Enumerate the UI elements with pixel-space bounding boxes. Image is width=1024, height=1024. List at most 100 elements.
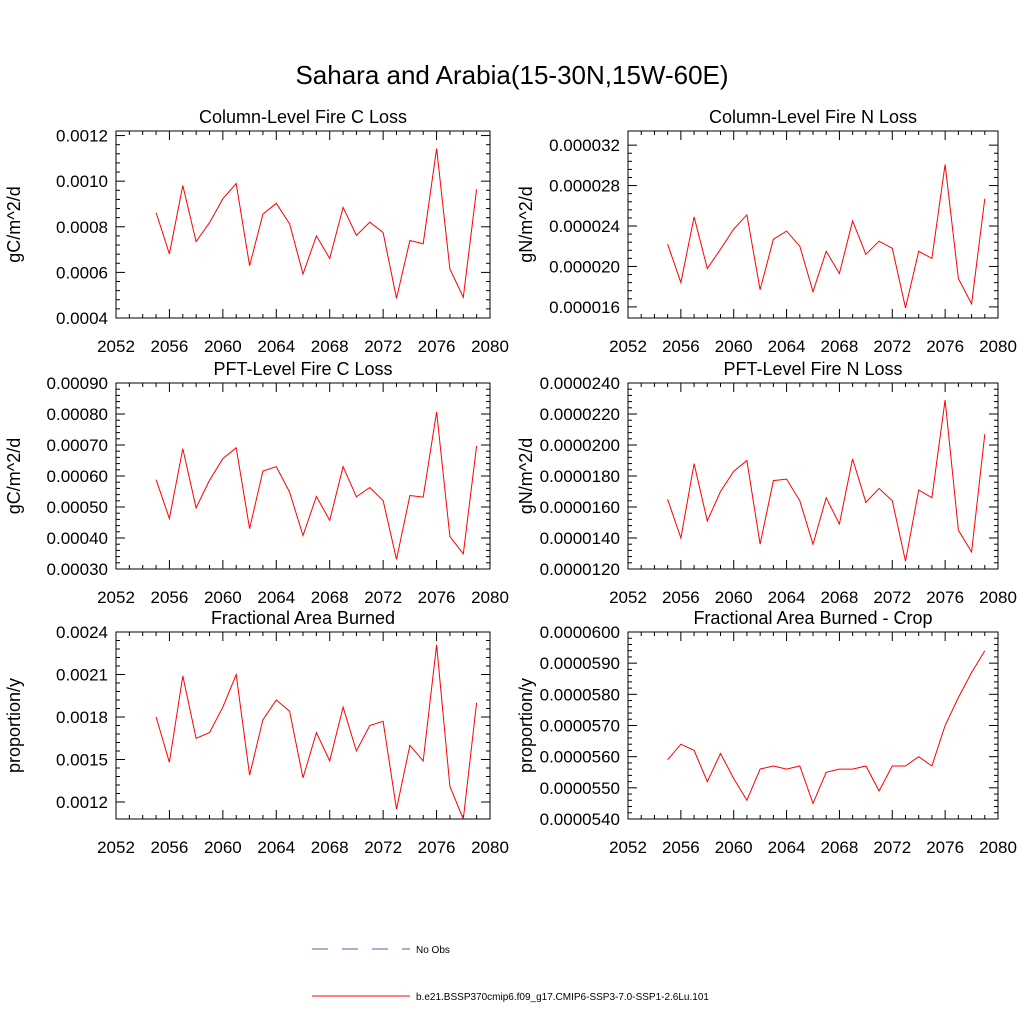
x-tick-label: 2052	[609, 838, 647, 857]
y-tick-label: 0.0000180	[540, 467, 620, 486]
series-line	[155, 148, 478, 299]
series-line	[155, 411, 478, 560]
y-tick-label: 0.0000550	[540, 779, 620, 798]
y-axis-label: proportion/y	[4, 678, 24, 773]
x-tick-label: 2068	[311, 838, 349, 857]
y-tick-label: 0.0000600	[540, 623, 620, 642]
legend: No Obs b.e21.BSSP370cmip6.f09_g17.CMIP6-…	[312, 945, 709, 1003]
y-tick-label: 0.00040	[47, 529, 108, 548]
x-tick-label: 2056	[662, 838, 700, 857]
y-tick-label: 0.0008	[56, 218, 108, 237]
y-axis-label: proportion/y	[516, 678, 536, 773]
x-tick-label: 2060	[204, 337, 242, 356]
y-tick-label: 0.0000560	[540, 748, 620, 767]
x-tick-label: 2076	[926, 588, 964, 607]
y-tick-label: 0.00050	[47, 498, 108, 517]
y-tick-label: 0.0000200	[540, 436, 620, 455]
y-tick-label: 0.0000570	[540, 717, 620, 736]
x-tick-label: 2064	[257, 337, 295, 356]
legend-label-no-obs: No Obs	[416, 945, 450, 956]
panel-6: Fractional Area Burned - Crop proportion/…	[516, 608, 1017, 857]
x-tick-label: 2072	[364, 337, 402, 356]
y-tick-label: 0.000028	[549, 177, 620, 196]
x-tick-label: 2076	[418, 588, 456, 607]
x-tick-label: 2052	[97, 588, 135, 607]
x-tick-label: 2056	[151, 838, 189, 857]
y-tick-label: 0.00030	[47, 560, 108, 579]
series-line	[667, 650, 986, 805]
x-tick-label: 2068	[311, 337, 349, 356]
y-tick-label: 0.00090	[47, 374, 108, 393]
panel-title: Fractional Area Burned	[211, 608, 395, 628]
x-tick-label: 2064	[768, 337, 806, 356]
y-tick-label: 0.0012	[56, 793, 108, 812]
panel-title: PFT-Level Fire C Loss	[213, 359, 392, 379]
y-axis-label: gN/m^2/d	[516, 438, 536, 514]
x-tick-label: 2056	[662, 588, 700, 607]
panel-5: Fractional Area Burned proportion/y 2052 20…	[4, 608, 509, 857]
y-tick-label: 0.0021	[56, 666, 108, 685]
panel-2: Column-Level Fire N Loss gN/m^2/d 2052 2056…	[516, 107, 1017, 356]
x-tick-label: 2080	[979, 337, 1017, 356]
y-tick-label: 0.0000160	[540, 498, 620, 517]
panel-title: Column-Level Fire C Loss	[199, 107, 407, 127]
y-tick-label: 0.00060	[47, 467, 108, 486]
x-tick-label: 2072	[364, 588, 402, 607]
panels: Column-Level Fire C Loss gC/m^2/d 2052 2056…	[4, 107, 1017, 857]
y-tick-label: 0.00070	[47, 436, 108, 455]
y-tick-label: 0.000032	[549, 136, 620, 155]
x-tick-label: 2072	[873, 337, 911, 356]
x-tick-label: 2068	[821, 588, 859, 607]
y-tick-label: 0.0010	[56, 172, 108, 191]
x-tick-label: 2060	[715, 588, 753, 607]
y-axis-label: gN/m^2/d	[516, 186, 536, 262]
y-tick-label: 0.000016	[549, 298, 620, 317]
x-tick-label: 2056	[662, 337, 700, 356]
panel-3: PFT-Level Fire C Loss gC/m^2/d 2052 2056 206…	[4, 359, 509, 607]
figure-title: Sahara and Arabia(15-30N,15W-60E)	[295, 60, 728, 90]
x-tick-label: 2072	[873, 838, 911, 857]
x-tick-label: 2072	[873, 588, 911, 607]
series-line	[667, 164, 986, 309]
x-tick-label: 2064	[768, 838, 806, 857]
x-tick-label: 2080	[979, 588, 1017, 607]
x-tick-label: 2076	[926, 337, 964, 356]
y-axis-label: gC/m^2/d	[4, 438, 24, 514]
x-tick-label: 2060	[204, 838, 242, 857]
series-line	[667, 400, 986, 562]
x-tick-label: 2060	[715, 337, 753, 356]
y-tick-label: 0.0000120	[540, 560, 620, 579]
x-tick-label: 2080	[471, 337, 509, 356]
x-tick-label: 2064	[257, 588, 295, 607]
y-axis-label: gC/m^2/d	[4, 186, 24, 262]
panel-title: PFT-Level Fire N Loss	[723, 359, 902, 379]
series-line	[155, 644, 478, 820]
y-tick-label: 0.0024	[56, 623, 108, 642]
y-tick-label: 0.0000220	[540, 405, 620, 424]
y-tick-label: 0.0000140	[540, 529, 620, 548]
x-tick-label: 2076	[926, 838, 964, 857]
x-tick-label: 2068	[821, 337, 859, 356]
y-tick-label: 0.0006	[56, 263, 108, 282]
x-tick-label: 2052	[97, 337, 135, 356]
x-tick-label: 2072	[364, 838, 402, 857]
x-tick-label: 2068	[311, 588, 349, 607]
x-tick-label: 2060	[204, 588, 242, 607]
y-tick-label: 0.0004	[56, 309, 108, 328]
x-tick-label: 2052	[97, 838, 135, 857]
y-tick-label: 0.0018	[56, 708, 108, 727]
x-tick-label: 2064	[257, 838, 295, 857]
x-tick-label: 2080	[471, 588, 509, 607]
y-tick-label: 0.000020	[549, 257, 620, 276]
x-tick-label: 2056	[151, 337, 189, 356]
x-tick-label: 2052	[609, 337, 647, 356]
panel-title: Fractional Area Burned - Crop	[693, 608, 932, 628]
x-tick-label: 2076	[418, 337, 456, 356]
y-tick-label: 0.0015	[56, 751, 108, 770]
x-tick-label: 2060	[715, 838, 753, 857]
y-tick-label: 0.0012	[56, 127, 108, 146]
x-tick-label: 2080	[979, 838, 1017, 857]
panel-title: Column-Level Fire N Loss	[709, 107, 917, 127]
